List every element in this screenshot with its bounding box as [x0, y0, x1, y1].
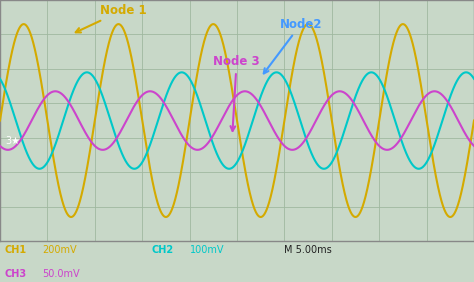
Text: 200mV: 200mV	[43, 244, 77, 255]
Text: Node 3: Node 3	[213, 56, 260, 131]
Text: 50.0mV: 50.0mV	[43, 269, 80, 279]
Text: 3★: 3★	[6, 136, 20, 146]
Text: CH1: CH1	[5, 244, 27, 255]
Text: M 5.00ms: M 5.00ms	[284, 244, 332, 255]
Text: 100mV: 100mV	[190, 244, 224, 255]
Text: CH2: CH2	[152, 244, 174, 255]
Text: Node2: Node2	[264, 17, 322, 73]
Text: Node 1: Node 1	[76, 4, 146, 32]
Text: CH3: CH3	[5, 269, 27, 279]
